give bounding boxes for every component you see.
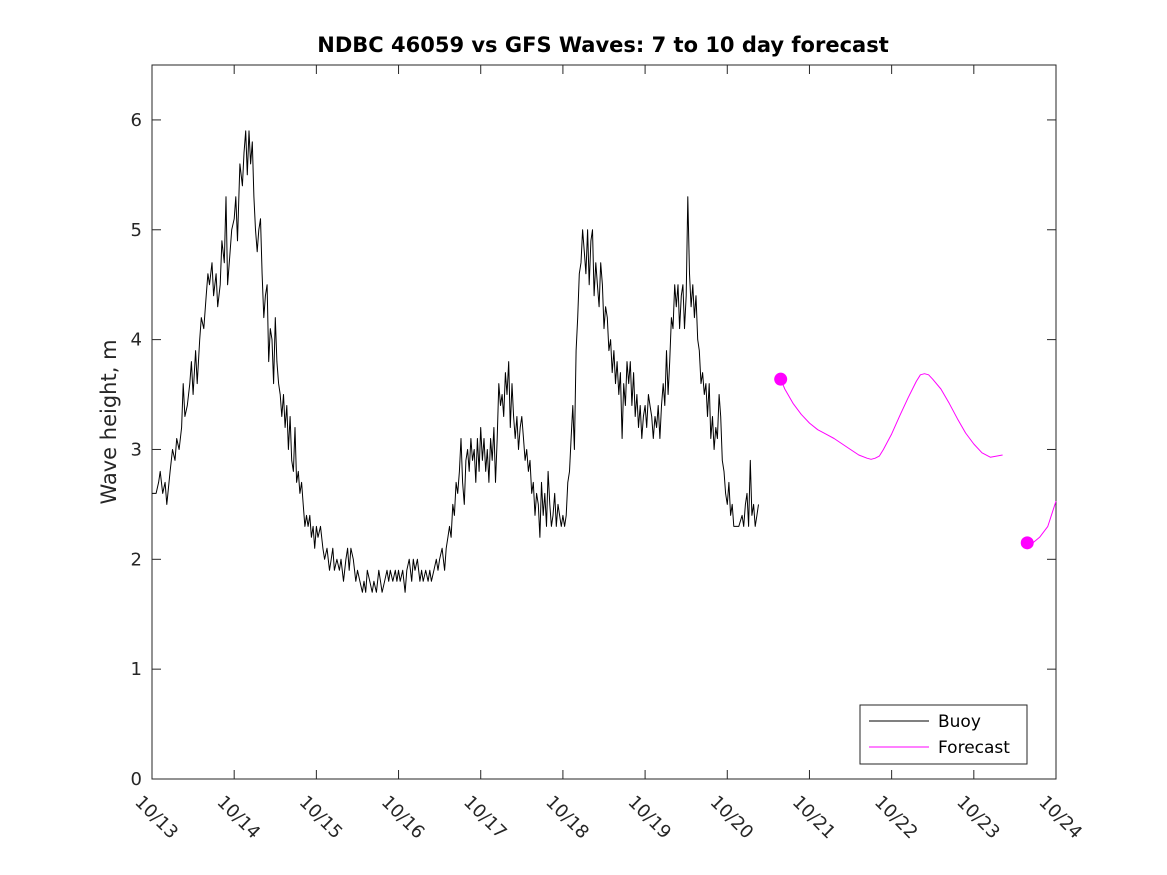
y-tick-label: 5 [131, 220, 142, 241]
y-tick-label: 0 [131, 769, 142, 790]
y-tick-label: 4 [131, 330, 142, 351]
legend: Buoy Forecast [859, 704, 1028, 765]
y-axis: 0 1 2 3 4 5 6 [131, 110, 1056, 790]
y-tick-label: 3 [131, 439, 142, 460]
legend-box [859, 704, 1028, 765]
chart-title: NDBC 46059 vs GFS Waves: 7 to 10 day for… [317, 33, 888, 57]
series-line-forecast-1 [780, 373, 1003, 460]
plot-area [151, 64, 1057, 780]
y-tick-label: 6 [131, 110, 142, 131]
y-tick-label: 2 [131, 549, 142, 570]
y-tick-label: 1 [131, 659, 142, 680]
forecast-marker [774, 372, 788, 386]
series-line-forecast-2 [1027, 500, 1057, 544]
series-layer [152, 130, 1057, 593]
y-axis-label: Wave height, m [97, 339, 121, 504]
legend-label-forecast: Forecast [938, 738, 1010, 758]
series-line-buoy-0 [152, 130, 759, 593]
legend-label-buoy: Buoy [938, 712, 981, 732]
